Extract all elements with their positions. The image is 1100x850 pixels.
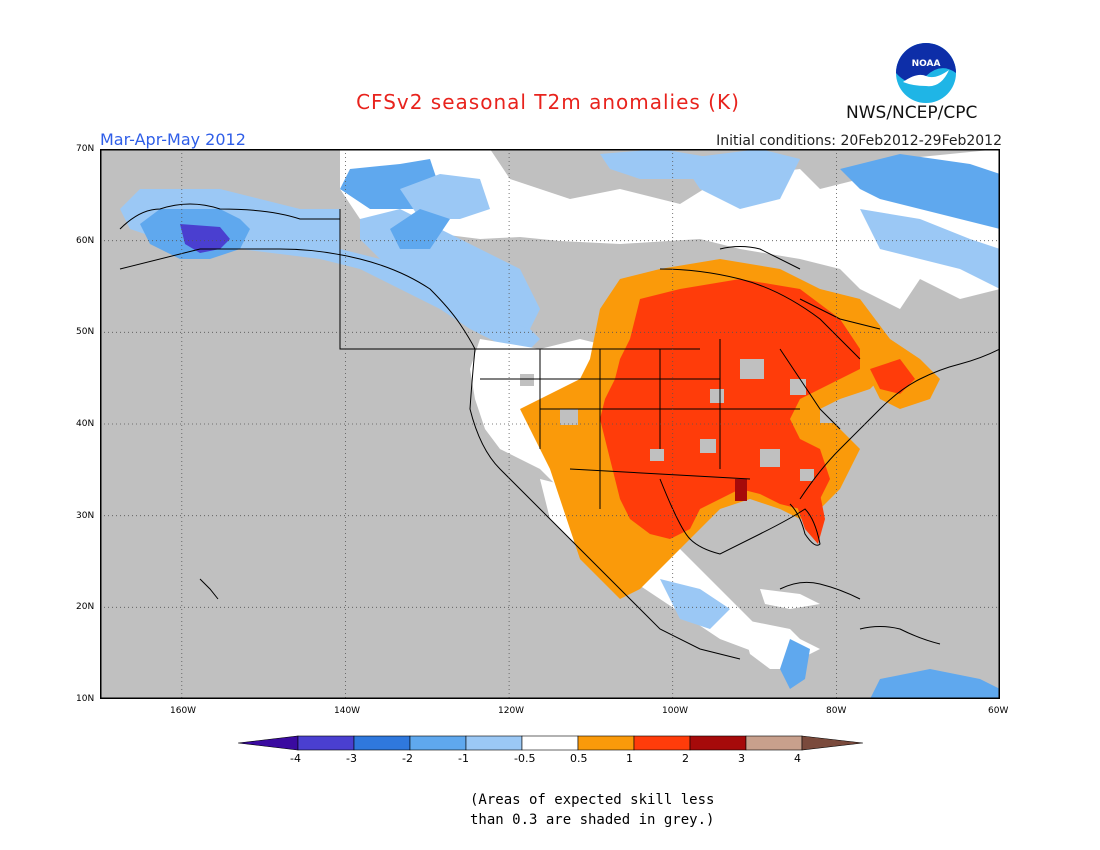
lon-label-120w: 120W [498, 706, 525, 716]
lon-label-100w: 100W [662, 706, 689, 716]
colorbar [238, 735, 863, 751]
colorbar-label: -3 [346, 752, 357, 765]
forecast-period: Mar-Apr-May 2012 [100, 130, 246, 149]
lon-label-60w: 60W [988, 706, 1009, 716]
anomaly-map [100, 149, 1000, 699]
region-hot-spot [735, 479, 747, 501]
lat-label-40n: 40N [76, 419, 95, 429]
colorbar-cell-3 [409, 735, 467, 751]
colorbar-label: -1 [458, 752, 469, 765]
colorbar-cell-9 [745, 735, 803, 751]
lon-label-140w: 140W [334, 706, 361, 716]
colorbar-label: 1 [626, 752, 633, 765]
noaa-logo-icon: NOAA [896, 43, 956, 103]
no-skill-patches [520, 359, 838, 481]
region-canada-north-neutral [340, 149, 1000, 309]
skill-note-line1: (Areas of expected skill less [470, 792, 715, 808]
lat-label-10n: 10N [76, 694, 95, 704]
region-alaska-very-cold [180, 224, 230, 253]
colorbar-label: -4 [290, 752, 301, 765]
coastlines [119, 203, 1000, 660]
colorbar-cell-above-max [801, 735, 863, 751]
lat-label-70n: 70N [76, 144, 95, 154]
map-frame [100, 149, 1000, 699]
colorbar-cell-5 [521, 735, 579, 751]
colorbar-cell-6 [577, 735, 635, 751]
colorbar-label: -2 [402, 752, 413, 765]
colorbar-cell-8 [689, 735, 747, 751]
colorbar-label: 2 [682, 752, 689, 765]
skill-note: (Areas of expected skill less than 0.3 a… [470, 790, 714, 830]
lat-label-50n: 50N [76, 327, 95, 337]
colorbar-label: 4 [794, 752, 801, 765]
colorbar-cell-2 [353, 735, 411, 751]
chart-title: CFSv2 seasonal T2m anomalies (K) [356, 90, 740, 114]
initial-conditions: Initial conditions: 20Feb2012-29Feb2012 [716, 133, 1002, 149]
organization-label: NWS/NCEP/CPC [846, 103, 978, 123]
skill-note-line2: than 0.3 are shaded in grey.) [470, 812, 715, 828]
colorbar-label: -0.5 [514, 752, 536, 765]
lon-label-160w: 160W [170, 706, 197, 716]
logo-text: NOAA [912, 59, 941, 69]
lat-label-60n: 60N [76, 236, 95, 246]
lat-label-20n: 20N [76, 602, 95, 612]
colorbar-cell-below-min [238, 735, 299, 751]
lon-label-80w: 80W [826, 706, 847, 716]
colorbar-cell-1 [297, 735, 355, 751]
colorbar-cell-7 [633, 735, 691, 751]
colorbar-cell-4 [465, 735, 523, 751]
colorbar-label: 0.5 [570, 752, 588, 765]
lat-label-30n: 30N [76, 511, 95, 521]
colorbar-label: 3 [738, 752, 745, 765]
